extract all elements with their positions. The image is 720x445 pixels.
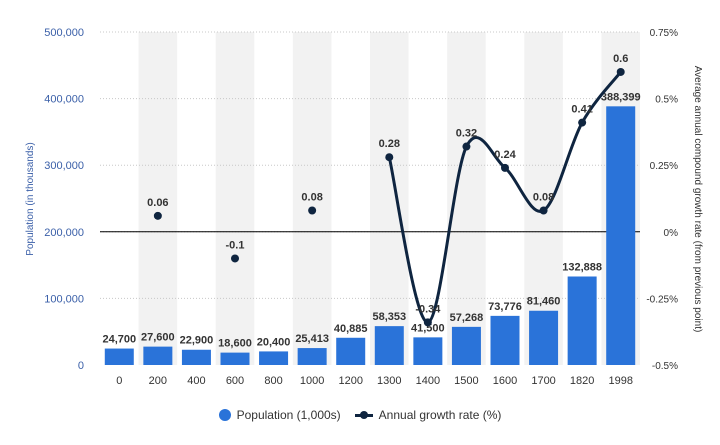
y2-tick-label: 0.75% <box>650 28 678 39</box>
legend-item-population[interactable]: Population (1,000s) <box>218 408 341 422</box>
bar <box>374 326 404 365</box>
bar <box>413 337 443 365</box>
y2-tick-label: 0.5% <box>655 95 678 106</box>
plot-band <box>292 32 332 365</box>
growth-value-label: 0.41 <box>571 104 592 116</box>
growth-value-label: -0.34 <box>415 303 441 315</box>
y2-tick-label: 0% <box>664 228 679 239</box>
growth-point <box>153 211 162 220</box>
bar-value-label: 58,353 <box>372 311 406 323</box>
plot-band <box>524 32 563 365</box>
bar-value-label: 27,600 <box>141 332 175 344</box>
growth-point <box>462 142 471 151</box>
x-tick-label: 400 <box>187 375 205 387</box>
bar <box>297 348 327 365</box>
y-tick-label: 400,000 <box>44 94 84 106</box>
growth-value-label: 0.24 <box>494 149 516 161</box>
growth-value-label: 0.28 <box>379 138 400 150</box>
growth-point <box>231 254 239 263</box>
x-tick-label: 800 <box>264 375 282 387</box>
bar <box>451 326 481 365</box>
y2-tick-label: 0.25% <box>650 161 678 172</box>
growth-labels: 0.06 -0.1 0.08 0.28 -0.34 0.32 0.24 0.08 0.41 0.6 <box>147 53 628 315</box>
x-tick-label: 1300 <box>377 375 401 387</box>
bar-value-label: 81,460 <box>527 296 561 308</box>
bar <box>143 346 173 365</box>
bar-value-label: 24,700 <box>102 334 136 346</box>
y2-axis-title: Average annual compound growth rate (fro… <box>692 66 703 333</box>
bar <box>336 337 366 365</box>
y-axis-title: Population (in thousands) <box>25 142 36 255</box>
growth-point <box>385 153 394 162</box>
bar-labels: 24,700 27,600 22,900 18,600 20,400 25,413 40,8… <box>102 91 640 349</box>
bar <box>259 351 289 365</box>
bar-value-label: 18,600 <box>218 338 252 350</box>
bar <box>529 310 559 365</box>
plot-band <box>138 32 178 365</box>
bar <box>567 276 597 365</box>
growth-point <box>539 206 548 215</box>
x-tick-label: 1200 <box>338 375 362 387</box>
growth-value-label: 0.32 <box>456 128 477 140</box>
growth-value-label: 0.06 <box>147 197 168 209</box>
growth-legend-marker <box>354 409 373 421</box>
x-tick-label: 600 <box>226 375 244 387</box>
x-tick-label: 1500 <box>454 375 478 387</box>
growth-value-label: -0.1 <box>226 239 245 251</box>
bar <box>490 315 520 365</box>
bar-value-label: 40,885 <box>334 323 368 335</box>
population-legend-marker <box>218 409 231 421</box>
growth-value-label: 0.08 <box>301 191 322 203</box>
y-tick-label: 500,000 <box>44 27 84 39</box>
bar <box>181 349 211 365</box>
growth-point <box>616 67 625 76</box>
x-tick-label: 1998 <box>608 375 632 387</box>
bar-value-label: 132,888 <box>562 261 602 273</box>
legend: Population (1,000s) Annual growth rate (… <box>0 408 720 422</box>
x-tick-label: 1700 <box>531 375 555 387</box>
y2-tick-label: -0.5% <box>652 361 678 372</box>
growth-value-label: 0.6 <box>613 53 628 65</box>
x-tick-label: 1400 <box>416 375 440 387</box>
x-tick-label: 1820 <box>570 375 594 387</box>
right-axis-ticks: -0.5% -0.25% 0% 0.25% 0.5% 0.75% <box>646 28 678 372</box>
growth-point <box>578 118 587 127</box>
bar-value-label: 20,400 <box>257 336 291 348</box>
x-tick-label: 0 <box>116 375 122 387</box>
growth-line <box>153 67 625 327</box>
x-axis-ticks: 0 200 400 600 800 1000 1200 1300 1400 1500 1600 170… <box>116 375 633 387</box>
x-tick-label: 1600 <box>493 375 517 387</box>
legend-population-label: Population (1,000s) <box>236 408 341 422</box>
y-tick-label: 0 <box>78 360 84 372</box>
growth-value-label: 0.08 <box>533 191 554 203</box>
y-tick-label: 100,000 <box>44 293 84 305</box>
chart-svg: 24,700 27,600 22,900 18,600 20,400 25,413 40,8… <box>25 27 703 387</box>
bar-value-label: 22,900 <box>180 335 214 347</box>
growth-line-path <box>387 71 622 324</box>
y-tick-label: 200,000 <box>44 227 84 239</box>
growth-point <box>501 163 509 172</box>
plot-band <box>370 32 409 365</box>
bar <box>220 352 250 365</box>
bar-value-label: 388,399 <box>601 91 641 103</box>
growth-point <box>308 206 317 215</box>
bar-value-label: 25,413 <box>295 333 329 345</box>
bars <box>104 106 636 365</box>
bar <box>104 348 134 365</box>
y2-tick-label: -0.25% <box>646 294 678 305</box>
left-axis-ticks: 0 100,000 200,000 300,000 400,000 500,000 <box>44 27 84 372</box>
growth-point <box>423 318 432 327</box>
x-tick-label: 200 <box>149 375 167 387</box>
y-tick-label: 300,000 <box>44 160 84 172</box>
bar-value-label: 57,268 <box>450 312 484 324</box>
legend-growth-label: Annual growth rate (%) <box>378 408 502 422</box>
bar-value-label: 41,500 <box>411 322 445 334</box>
legend-item-growth[interactable]: Annual growth rate (%) <box>354 408 502 422</box>
bar <box>606 106 636 365</box>
bar-value-label: 73,776 <box>488 301 522 313</box>
plot-band <box>215 32 255 365</box>
x-tick-label: 1000 <box>300 375 324 387</box>
